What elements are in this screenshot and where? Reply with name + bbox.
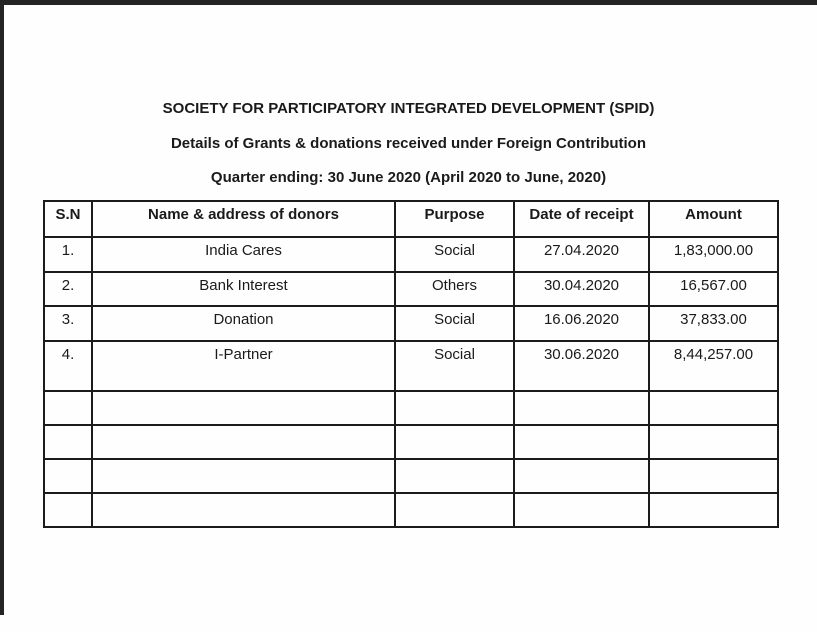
header-date: Date of receipt bbox=[513, 200, 650, 238]
empty-cell bbox=[648, 458, 779, 494]
cell-purpose: Social bbox=[394, 305, 515, 342]
empty-cell bbox=[394, 492, 515, 528]
cell-purpose: Social bbox=[394, 236, 515, 273]
page-top-edge bbox=[0, 0, 817, 5]
document-subtitle: Details of Grants & donations received u… bbox=[170, 135, 647, 152]
cell-date: 30.04.2020 bbox=[513, 271, 650, 307]
header-sn: S.N bbox=[43, 200, 93, 238]
empty-table-row bbox=[43, 390, 779, 426]
cell-date: 27.04.2020 bbox=[513, 236, 650, 273]
empty-cell bbox=[513, 492, 650, 528]
empty-cell bbox=[91, 492, 396, 528]
cell-purpose: Others bbox=[394, 271, 515, 307]
empty-cell bbox=[91, 424, 396, 460]
cell-amount: 16,567.00 bbox=[648, 271, 779, 307]
empty-cell bbox=[43, 458, 93, 494]
cell-date: 16.06.2020 bbox=[513, 305, 650, 342]
cell-amount: 37,833.00 bbox=[648, 305, 779, 342]
empty-cell bbox=[648, 424, 779, 460]
table-row: 4. I-Partner Social 30.06.2020 8,44,257.… bbox=[43, 340, 779, 392]
cell-name: I-Partner bbox=[91, 340, 396, 392]
header-purpose: Purpose bbox=[394, 200, 515, 238]
empty-cell bbox=[43, 492, 93, 528]
cell-sn: 4. bbox=[43, 340, 93, 392]
donations-table: S.N Name & address of donors Purpose Dat… bbox=[43, 200, 779, 528]
empty-cell bbox=[394, 390, 515, 426]
empty-table-row bbox=[43, 458, 779, 494]
empty-cell bbox=[394, 424, 515, 460]
document-title: SOCIETY FOR PARTICIPATORY INTEGRATED DEV… bbox=[162, 100, 655, 117]
empty-cell bbox=[43, 424, 93, 460]
empty-cell bbox=[43, 390, 93, 426]
cell-name: Donation bbox=[91, 305, 396, 342]
cell-name: India Cares bbox=[91, 236, 396, 273]
empty-cell bbox=[91, 458, 396, 494]
empty-cell bbox=[513, 424, 650, 460]
header-amount: Amount bbox=[648, 200, 779, 238]
empty-cell bbox=[513, 390, 650, 426]
cell-purpose: Social bbox=[394, 340, 515, 392]
cell-amount: 8,44,257.00 bbox=[648, 340, 779, 392]
cell-date: 30.06.2020 bbox=[513, 340, 650, 392]
table-header-row: S.N Name & address of donors Purpose Dat… bbox=[43, 200, 779, 238]
cell-name: Bank Interest bbox=[91, 271, 396, 307]
cell-sn: 2. bbox=[43, 271, 93, 307]
empty-table-row bbox=[43, 424, 779, 460]
cell-sn: 1. bbox=[43, 236, 93, 273]
empty-cell bbox=[648, 390, 779, 426]
empty-cell bbox=[91, 390, 396, 426]
empty-cell bbox=[648, 492, 779, 528]
cell-sn: 3. bbox=[43, 305, 93, 342]
empty-table-row bbox=[43, 492, 779, 528]
document-quarter-line: Quarter ending: 30 June 2020 (April 2020… bbox=[210, 169, 607, 186]
cell-amount: 1,83,000.00 bbox=[648, 236, 779, 273]
empty-cell bbox=[394, 458, 515, 494]
empty-cell bbox=[513, 458, 650, 494]
header-name: Name & address of donors bbox=[91, 200, 396, 238]
table-row: 3. Donation Social 16.06.2020 37,833.00 bbox=[43, 305, 779, 342]
table-row: 2. Bank Interest Others 30.04.2020 16,56… bbox=[43, 271, 779, 307]
table-row: 1. India Cares Social 27.04.2020 1,83,00… bbox=[43, 236, 779, 273]
page-left-edge bbox=[0, 0, 4, 615]
